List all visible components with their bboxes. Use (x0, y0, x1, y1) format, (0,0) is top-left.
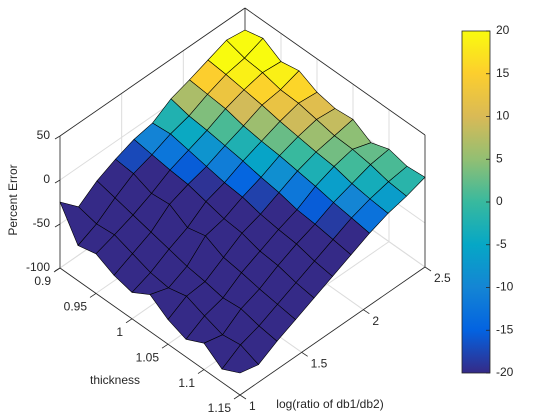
x-axis (59, 267, 241, 396)
colorbar-tick-label: -20 (496, 365, 514, 379)
colorbar-tick-label: -15 (496, 322, 514, 336)
y-tick (363, 309, 370, 314)
colorbar-tick-label: -10 (496, 280, 514, 294)
x-tick-label: 1.1 (178, 376, 195, 390)
x-tick (53, 267, 61, 273)
y-tick (239, 394, 247, 400)
x-tick-label: 1.15 (208, 401, 232, 415)
y-axis (239, 266, 426, 396)
x-tick-label: 0.9 (34, 274, 51, 288)
z-tick-label: 0 (43, 172, 50, 186)
z-tick-label: -50 (33, 216, 51, 230)
axis-box (244, 7, 426, 136)
z-tick (54, 179, 61, 184)
z-axis-label: Percent Error (6, 164, 20, 235)
y-tick-label: 2.5 (434, 271, 451, 285)
x-tick (125, 318, 133, 324)
colorbar-tick-label: -5 (496, 237, 507, 251)
surface-face (221, 344, 259, 374)
x-tick-label: 1 (116, 325, 123, 339)
colorbar-tick-label: 0 (496, 194, 503, 208)
colorbar-tick-label: 5 (496, 151, 503, 165)
x-tick (89, 293, 97, 298)
x-tick (161, 343, 169, 349)
y-tick (424, 266, 432, 272)
x-tick-label: 0.95 (64, 300, 88, 314)
y-tick (301, 352, 308, 357)
z-tick-label: -100 (26, 260, 50, 274)
z-tick-label: 50 (37, 128, 51, 142)
z-tick (54, 135, 61, 140)
y-tick-label: 1.5 (311, 357, 328, 371)
y-tick-label: 1 (249, 399, 256, 413)
surface (59, 29, 426, 374)
z-tick (54, 223, 61, 228)
colorbar-tick-label: 15 (496, 66, 510, 80)
x-axis-label: thickness (90, 373, 140, 387)
axes: -100 -50 0 50 0.9 0.95 1 1.05 1.1 1.15 1 1.5 2 2.5 (26, 128, 451, 415)
colorbar (461, 30, 491, 374)
colorbar-tick-label: 20 (496, 23, 510, 37)
x-tick (197, 369, 205, 374)
y-axis-label: log(ratio of db1/db2) (276, 397, 383, 411)
y-tick-label: 2 (372, 314, 379, 328)
x-tick (233, 394, 241, 400)
x-tick-label: 1.05 (136, 350, 160, 364)
axis-box (59, 7, 246, 137)
colorbar-tick-label: 10 (496, 109, 510, 123)
